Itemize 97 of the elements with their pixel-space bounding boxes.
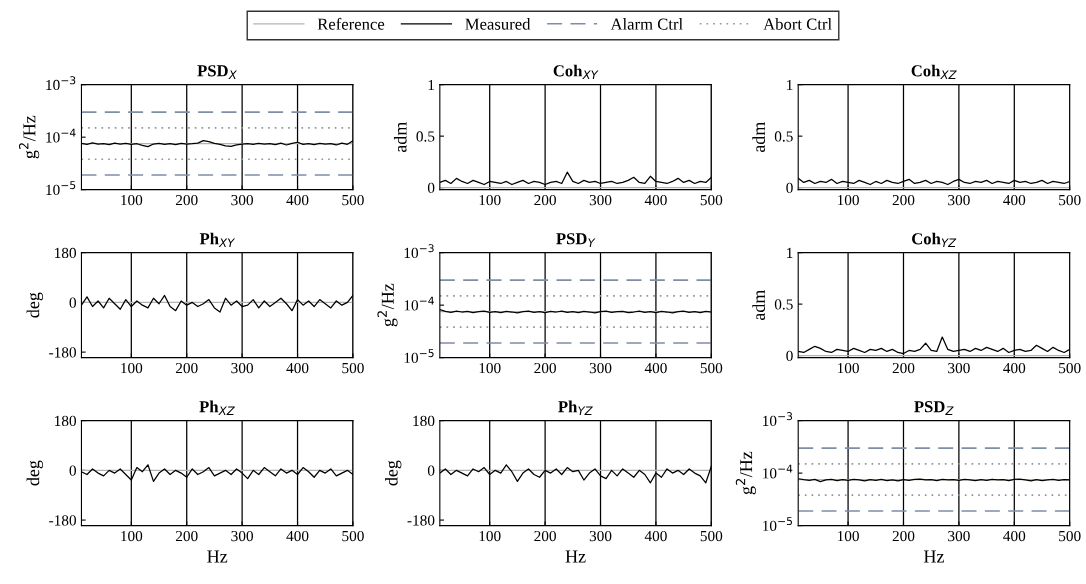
chart-title: PSD$_{Y}$ [556,233,596,247]
y-tick-label: 0 [69,465,77,476]
y-tick-label: 0 [786,350,793,362]
x-tick-label: 100 [479,530,501,542]
y-tick-label: 180 [55,247,77,259]
chart-title: Ph$_{YZ}$ [558,400,593,415]
x-tick-label: 300 [948,530,970,542]
x-tick-label: 500 [1059,530,1081,542]
x-tick-label: 400 [286,362,309,374]
y-tick-label: 10$^{−5}$ [46,181,76,196]
x-tick-label: 300 [589,362,612,374]
chart-title: Coh$_{XZ}$ [911,64,957,79]
legend-label: Alarm Ctrl [610,18,683,30]
chart-title: Ph$_{XZ}$ [199,400,235,415]
x-axis-title: Hz [565,550,586,563]
x-tick-label: 400 [644,530,667,542]
y-tick-label: 180 [413,415,435,427]
x-tick-label: 100 [479,362,501,374]
y-tick-label: 0 [786,182,793,194]
chart-title: Ph$_{XY}$ [199,232,236,247]
x-tick-label: 500 [700,362,723,374]
y-tick-label: 0 [427,465,435,476]
x-tick-label: 400 [644,362,667,374]
y-tick-label: 10$^{−3}$ [46,76,76,91]
y-tick-label: 1 [787,247,793,258]
x-tick-label: 100 [121,530,143,542]
y-tick-label: 0.5 [774,299,793,310]
x-tick-label: 100 [121,362,143,374]
y-tick-label: 10$^{−4}$ [763,464,793,479]
y-axis-title: g$^{2}$/Hz [377,283,398,327]
y-tick-label: 0.5 [416,131,435,142]
chart-title: PSD$_{X}$ [197,65,237,79]
y-tick-label: 1 [787,79,793,90]
x-tick-label: 500 [700,530,723,542]
x-tick-label: 300 [231,362,254,374]
x-tick-label: 400 [286,530,309,542]
x-axis-title: Hz [207,550,228,563]
chart-title: PSD$_{Z}$ [914,401,954,415]
y-tick-label: -180 [407,515,435,526]
legend-label: Abort Ctrl [763,18,832,30]
y-tick-label: 0 [427,182,435,194]
x-tick-label: 200 [892,194,915,206]
x-tick-label: 500 [342,362,364,374]
x-tick-label: 300 [231,194,254,206]
y-axis-title: adm [752,289,766,321]
x-axis-title: Hz [923,550,944,563]
x-tick-label: 400 [1003,194,1026,206]
y-tick-label: 10$^{−4}$ [404,296,434,311]
y-tick-label: 10$^{−3}$ [763,412,793,427]
y-tick-label: -180 [49,347,77,358]
x-tick-label: 400 [1003,530,1026,542]
y-axis-title: deg [26,460,44,486]
x-tick-label: 500 [1059,362,1081,374]
x-tick-label: 200 [534,194,556,206]
x-tick-label: 100 [121,194,143,206]
x-tick-label: 400 [644,194,667,206]
y-tick-label: 10$^{−3}$ [404,244,434,259]
x-tick-label: 200 [892,530,915,542]
chart-title: Coh$_{XY}$ [553,64,599,79]
y-tick-label: -180 [49,515,77,526]
legend-label: Reference [317,17,385,30]
y-tick-label: 10$^{−5}$ [763,517,792,531]
x-tick-label: 100 [837,362,859,374]
y-tick-label: 0.5 [774,131,793,142]
x-tick-label: 200 [534,362,556,374]
legend-label: Measured [465,18,531,30]
y-tick-label: 180 [55,415,77,427]
x-tick-label: 300 [589,530,612,542]
y-tick-label: 1 [428,79,435,90]
y-axis-title: deg [384,460,402,486]
y-axis-title: g$^{2}$/Hz [735,451,756,495]
x-tick-label: 400 [286,194,309,206]
x-tick-label: 500 [1059,194,1081,206]
x-tick-label: 500 [342,530,364,542]
x-tick-label: 200 [534,530,556,542]
x-tick-label: 100 [837,530,859,542]
x-tick-label: 300 [948,194,970,206]
y-axis-title: g$^{2}$/Hz [19,115,40,159]
x-tick-label: 100 [479,194,501,206]
x-tick-label: 100 [837,194,859,206]
y-axis-title: adm [752,121,766,153]
x-tick-label: 200 [175,194,198,206]
chart-title: Coh$_{YZ}$ [912,232,957,247]
x-tick-label: 500 [342,194,364,206]
y-tick-label: 10$^{−5}$ [404,349,434,363]
y-axis-title: adm [393,121,407,153]
y-tick-label: 0 [69,297,77,308]
x-tick-label: 300 [231,530,254,542]
y-tick-label: 10$^{−4}$ [46,128,76,143]
x-tick-label: 500 [700,194,723,206]
x-tick-label: 200 [892,362,915,374]
x-tick-label: 400 [1003,362,1026,374]
x-tick-label: 200 [175,530,198,542]
x-tick-label: 200 [175,362,198,374]
x-tick-label: 300 [589,194,612,206]
x-tick-label: 300 [948,362,970,374]
y-axis-title: deg [26,292,44,318]
